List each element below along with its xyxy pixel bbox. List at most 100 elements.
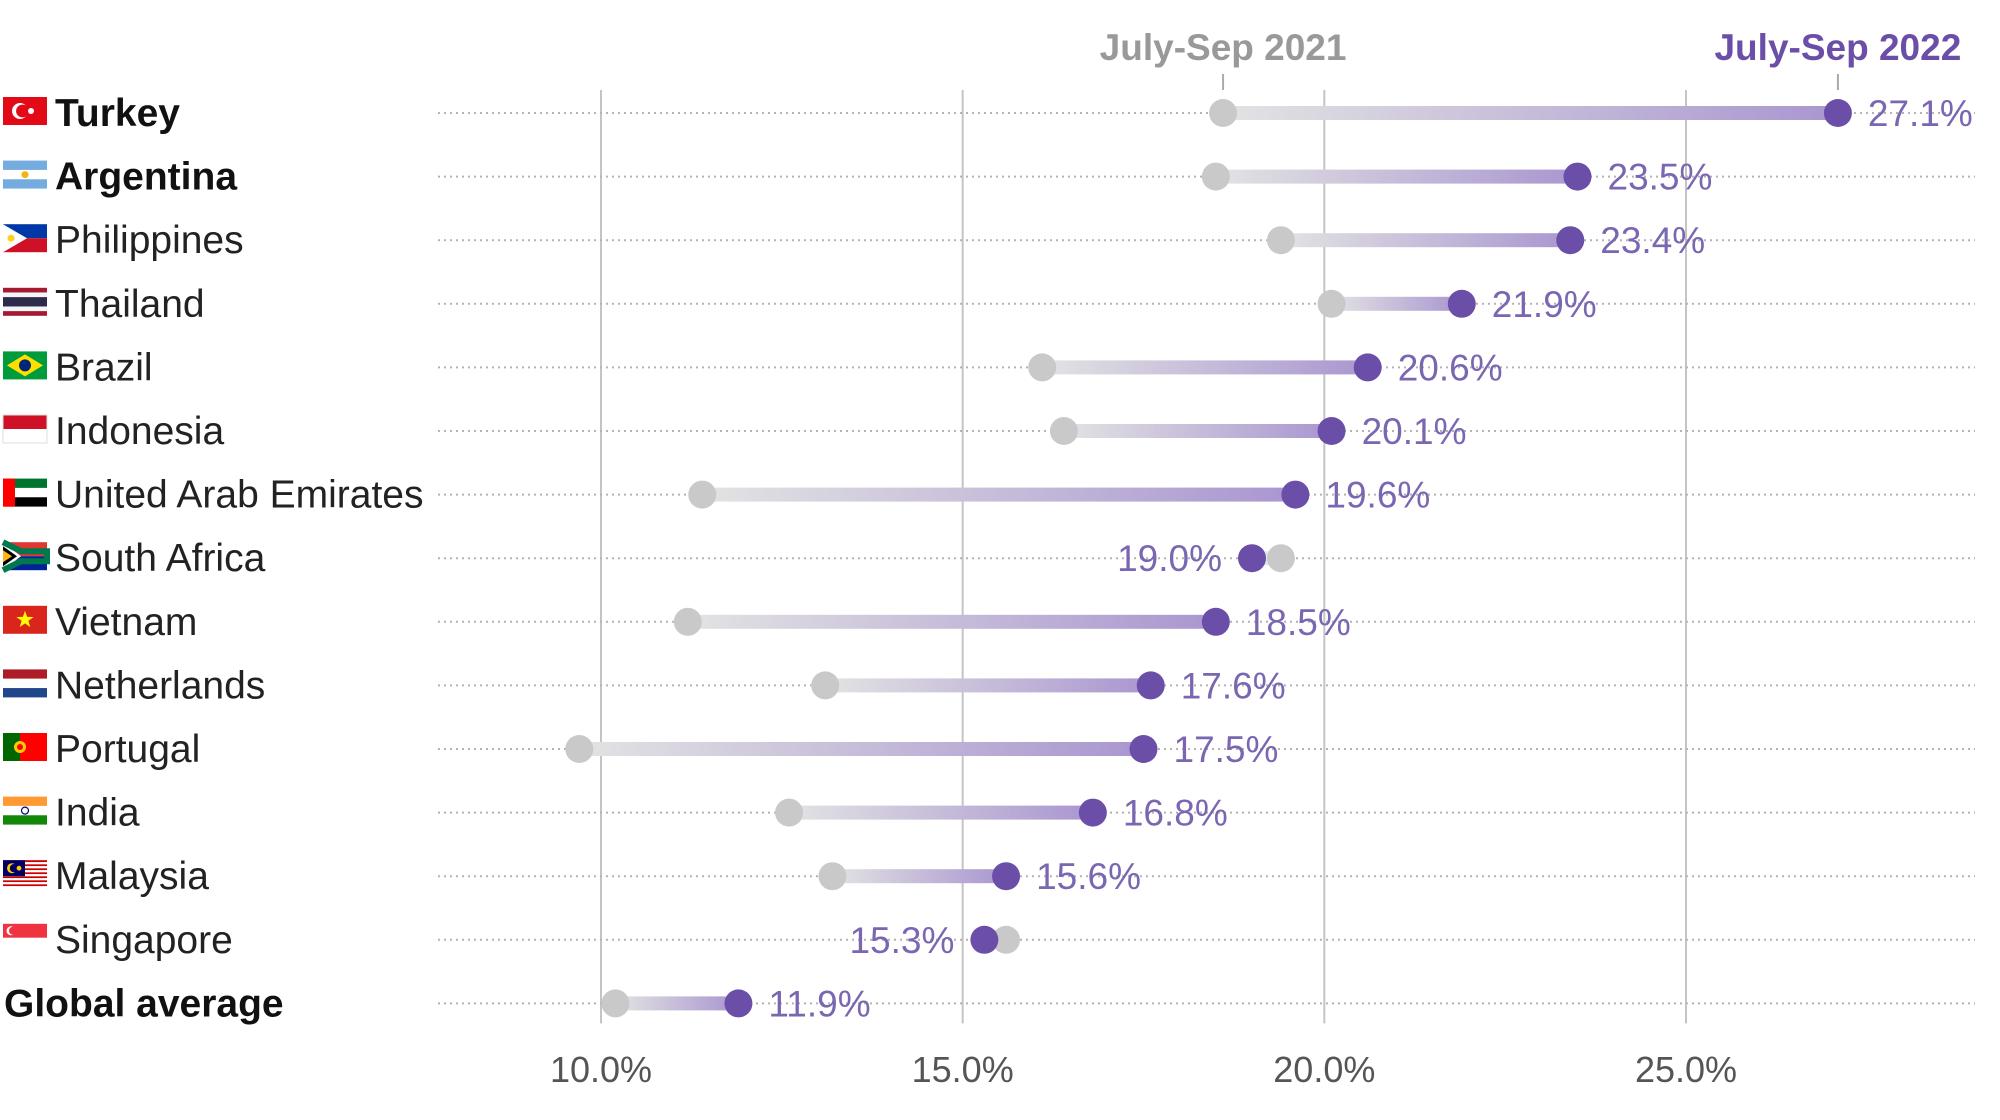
row-india: India 16.8%: [3, 792, 1228, 835]
value-label: 15.6%: [1036, 856, 1141, 897]
south-africa-flag: [1, 539, 50, 573]
dot-2022: [1078, 798, 1107, 827]
range-bar: [789, 805, 1093, 820]
range-bar: [1223, 106, 1838, 120]
row-indonesia: Indonesia 20.1%: [2, 410, 1467, 453]
country-label: Turkey: [55, 92, 180, 135]
value-label: 15.3%: [849, 920, 954, 961]
row-singapore: Singapore 15.3%: [3, 919, 1021, 962]
dot-2021: [688, 480, 717, 509]
dot-2021: [1049, 417, 1078, 445]
range-bar: [615, 996, 739, 1011]
range-bar: [702, 487, 1296, 502]
row-thailand: Thailand 21.9%: [3, 283, 1597, 326]
series-headers: July-Sep 2021 July-Sep 2022: [1100, 27, 1961, 90]
dot-2022: [1317, 417, 1346, 445]
range-bar: [1042, 360, 1368, 375]
row-brazil: Brazil 20.6%: [3, 346, 1503, 389]
uae-flag: [3, 478, 47, 507]
header-2022-label: July-Sep 2022: [1714, 27, 1961, 68]
country-label: Vietnam: [55, 601, 197, 644]
country-label: Thailand: [55, 283, 205, 326]
row-global-average: Global average 11.9%: [4, 982, 871, 1025]
value-label: 20.1%: [1362, 411, 1467, 452]
x-axis: 10.0% 15.0% 20.0% 25.0%: [550, 1049, 1737, 1090]
dot-2021: [811, 671, 840, 700]
dot-2021: [673, 607, 702, 636]
range-bar: [1331, 296, 1462, 311]
value-label: 21.9%: [1492, 284, 1597, 325]
country-label: Portugal: [55, 728, 200, 771]
turkey-flag: [3, 97, 47, 125]
value-label: 20.6%: [1398, 347, 1503, 388]
dot-2021: [565, 735, 594, 763]
range-bar: [832, 869, 1007, 884]
chart-rows: Turkey 27.1% Argentina 23.5% Philippines 23.4…: [1, 92, 1973, 1025]
argentina-flag: [3, 160, 47, 189]
thailand-flag: [3, 287, 47, 316]
dot-2022: [992, 862, 1021, 891]
dot-2021: [1317, 289, 1346, 318]
country-label: Global average: [4, 982, 284, 1025]
country-label: Argentina: [55, 156, 237, 199]
row-philippines: Philippines 23.4%: [3, 219, 1705, 262]
dot-2021: [818, 862, 847, 891]
country-label: Malaysia: [55, 855, 209, 898]
philippines-flag: [3, 224, 47, 253]
dot-2022: [1556, 226, 1585, 255]
value-label: 17.5%: [1174, 729, 1279, 770]
row-vietnam: Vietnam 18.5%: [3, 601, 1351, 644]
india-flag: [3, 796, 47, 825]
row-portugal: Portugal 17.5%: [3, 728, 1278, 771]
dot-2021: [1266, 544, 1295, 573]
portugal-flag: [3, 733, 47, 761]
indonesia-flag: [2, 414, 48, 444]
row-netherlands: Netherlands 17.6%: [3, 664, 1286, 707]
dot-2021: [992, 925, 1021, 954]
range-bar: [687, 614, 1216, 629]
malaysia-flag: [3, 860, 47, 889]
vietnam-flag: [3, 605, 47, 634]
dot-2022: [1353, 353, 1382, 382]
dot-2022: [1447, 289, 1476, 318]
dot-2022: [1136, 671, 1165, 700]
range-bar: [1280, 233, 1571, 248]
value-label: 17.6%: [1181, 665, 1286, 706]
value-label: 11.9%: [768, 983, 870, 1024]
dot-2022: [970, 925, 999, 954]
country-label: United Arab Emirates: [55, 474, 424, 517]
value-label: 19.6%: [1325, 475, 1430, 516]
singapore-flag: [3, 923, 47, 952]
row-turkey: Turkey 27.1%: [3, 92, 1973, 135]
row-argentina: Argentina 23.5%: [3, 156, 1712, 199]
range-bar: [1215, 169, 1578, 184]
dot-2022: [1823, 99, 1852, 127]
range-bar: [1063, 424, 1332, 438]
value-label: 23.4%: [1600, 220, 1705, 261]
dot-2021: [1209, 99, 1238, 127]
country-label: South Africa: [55, 537, 266, 580]
dot-2021: [601, 989, 630, 1018]
range-bar: [579, 742, 1144, 756]
country-label: Indonesia: [55, 410, 224, 453]
x-tick-label: 25.0%: [1635, 1049, 1737, 1090]
country-label: Netherlands: [55, 664, 265, 707]
row-united-arab-emirates: United Arab Emirates 19.6%: [3, 474, 1430, 517]
netherlands-flag: [3, 669, 47, 698]
range-bar: [825, 678, 1151, 693]
dot-2022: [1563, 162, 1592, 191]
dot-2021: [1201, 162, 1230, 191]
dot-2022: [1238, 544, 1266, 573]
row-south-africa: South Africa 19.0%: [1, 537, 1295, 580]
x-tick-label: 10.0%: [550, 1049, 652, 1090]
x-tick-label: 15.0%: [912, 1049, 1014, 1090]
value-label: 16.8%: [1123, 793, 1228, 834]
brazil-flag: [3, 351, 47, 380]
header-2021-label: July-Sep 2021: [1100, 27, 1347, 68]
row-malaysia: Malaysia 15.6%: [3, 855, 1141, 898]
country-label: Brazil: [55, 346, 153, 389]
dot-2021: [1028, 353, 1057, 382]
value-label: 19.0%: [1117, 538, 1222, 579]
dot-2022: [724, 989, 753, 1018]
